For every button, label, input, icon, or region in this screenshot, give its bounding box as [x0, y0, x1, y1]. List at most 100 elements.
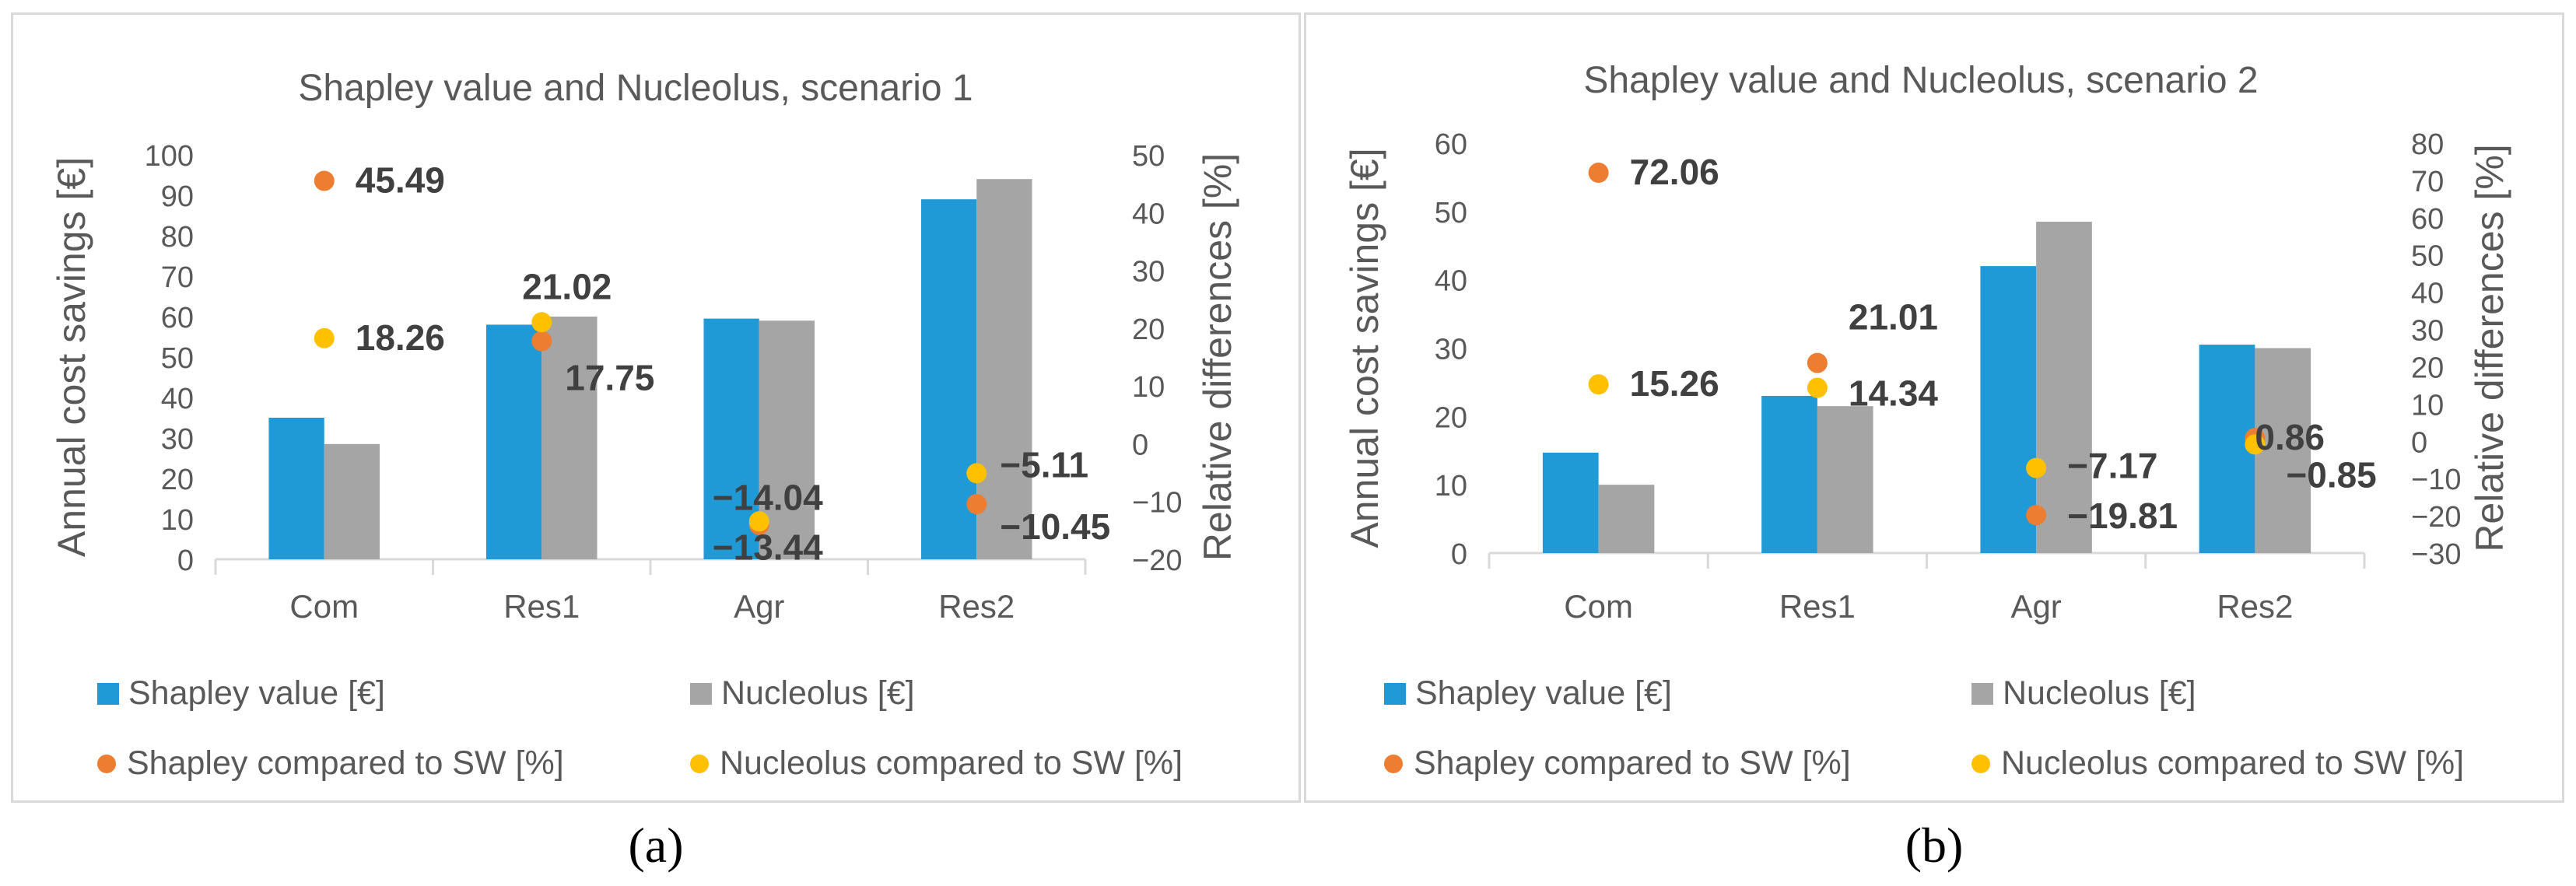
category-label: Res2	[2217, 588, 2293, 625]
dot-nucleolus-pct	[2026, 457, 2047, 478]
dot-nucleolus-pct	[1807, 377, 1828, 398]
data-label: 14.34	[1849, 373, 1939, 414]
y-tick-label: 100	[145, 140, 194, 173]
data-label: −5.11	[1000, 444, 1088, 485]
legend-label: Nucleolus [€]	[721, 674, 915, 712]
bar-shapley-value	[268, 418, 324, 559]
y2-tick-label: −20	[2411, 501, 2461, 534]
legend-label: Shapley compared to SW [%]	[127, 744, 564, 782]
legend-item-shapley-pct: Shapley compared to SW [%]	[1384, 744, 1851, 783]
panel-label-b: (b)	[1905, 818, 1964, 873]
dot-shapley-pct	[2026, 505, 2047, 526]
y2-tick-label: 50	[1132, 140, 1165, 173]
data-label: −7.17	[2067, 446, 2157, 486]
y2-tick-label: −20	[1132, 545, 1182, 577]
y2-tick-label: 0	[1132, 429, 1148, 461]
y2-axis-title: Relative differences [%]	[1196, 153, 1239, 561]
legend-item-nucleolus-pct: Nucleolus compared to SW [%]	[690, 744, 1183, 783]
bar-shapley-value	[920, 199, 977, 559]
dot-shapley-pct	[314, 170, 335, 191]
y2-tick-label: 30	[2411, 315, 2444, 348]
category-label: Com	[1564, 588, 1633, 625]
y2-tick-label: −30	[2411, 538, 2461, 571]
bar-nucleolus	[2036, 222, 2092, 553]
y-tick-label: 30	[1435, 334, 1467, 366]
data-label: −19.81	[2067, 496, 2178, 536]
data-label: 17.75	[565, 358, 654, 398]
bar-nucleolus	[324, 443, 380, 559]
category-label: Agr	[2010, 588, 2061, 625]
legend-item-shapley-pct: Shapley compared to SW [%]	[97, 744, 564, 783]
bar-shapley-value	[2199, 345, 2255, 553]
y-axis-title: Annual cost savings [€]	[50, 157, 93, 557]
legend-label: Shapley value [€]	[1415, 674, 1672, 712]
y-tick-label: 80	[161, 221, 194, 254]
y-tick-label: 70	[161, 261, 194, 294]
y-tick-label: 10	[161, 504, 194, 537]
legend-swatch-dot	[690, 754, 709, 773]
y2-tick-label: 50	[2411, 240, 2444, 273]
y-tick-label: 30	[161, 423, 194, 456]
category-label: Com	[289, 588, 359, 625]
y-tick-label: 90	[161, 180, 194, 213]
legend-label: Shapley compared to SW [%]	[1414, 744, 1851, 782]
bar-shapley-value	[485, 324, 542, 559]
chart-panel-a: Shapley value and Nucleolus, scenario 1 0…	[11, 12, 1301, 803]
dot-nucleolus-pct	[1588, 374, 1609, 395]
y-tick-label: 60	[161, 302, 194, 334]
chart-title: Shapley value and Nucleolus, scenario 2	[1583, 60, 2258, 101]
bar-nucleolus	[1817, 406, 1873, 553]
legend-item-nucleolus: Nucleolus [€]	[1971, 674, 2196, 713]
y-tick-label: 20	[1435, 401, 1467, 434]
category-label: Res1	[503, 588, 580, 625]
legend-swatch-square	[97, 682, 119, 705]
y-tick-label: 20	[161, 464, 194, 496]
y2-tick-label: 70	[2411, 166, 2444, 198]
legend-swatch-dot	[1384, 754, 1403, 773]
y2-tick-label: 20	[1132, 313, 1165, 346]
dot-nucleolus-pct	[314, 327, 335, 348]
dot-nucleolus-pct	[748, 511, 769, 532]
legend-item-nucleolus: Nucleolus [€]	[690, 674, 915, 713]
data-label: −10.45	[1000, 506, 1110, 547]
legend-label: Shapley value [€]	[128, 674, 385, 712]
y2-tick-label: 40	[1132, 198, 1165, 230]
legend-label: Nucleolus [€]	[2003, 674, 2196, 712]
dot-shapley-pct	[1807, 352, 1828, 373]
legend-swatch-square	[690, 682, 712, 705]
bar-nucleolus	[1598, 485, 1655, 553]
category-label: Res1	[1779, 588, 1856, 625]
chart-a-svg: Shapley value and Nucleolus, scenario 1 0…	[50, 68, 1239, 625]
y2-tick-label: 20	[2411, 352, 2444, 384]
category-label: Agr	[734, 588, 784, 625]
bar-nucleolus	[976, 179, 1032, 559]
legend-swatch-dot	[97, 754, 116, 773]
y-tick-label: 10	[1435, 470, 1467, 503]
dot-nucleolus-pct	[966, 463, 987, 484]
legend-label: Nucleolus compared to SW [%]	[2001, 744, 2465, 782]
data-label: −14.04	[713, 478, 823, 518]
panel-label-a: (a)	[628, 818, 684, 873]
data-label: 21.01	[1849, 297, 1938, 338]
dot-shapley-pct	[966, 494, 987, 515]
bar-shapley-value	[1542, 452, 1599, 553]
bar-nucleolus	[541, 317, 598, 559]
y-tick-label: 0	[1451, 538, 1467, 571]
dot-nucleolus-pct	[531, 312, 552, 333]
chart-title: Shapley value and Nucleolus, scenario 1	[298, 68, 973, 109]
y2-tick-label: 40	[2411, 278, 2444, 310]
dot-nucleolus-pct	[2245, 434, 2266, 455]
y2-tick-label: 10	[1132, 371, 1165, 404]
dot-shapley-pct	[531, 331, 552, 352]
data-label: 15.26	[1630, 363, 1719, 404]
bar-shapley-value	[1761, 395, 1817, 553]
bar-nucleolus	[2255, 348, 2311, 553]
legend-label: Nucleolus compared to SW [%]	[720, 744, 1183, 782]
y2-tick-label: 80	[2411, 128, 2444, 161]
y-tick-label: 50	[1435, 197, 1467, 229]
y2-tick-label: 0	[2411, 426, 2427, 459]
dot-shapley-pct	[1588, 163, 1609, 184]
y2-tick-label: −10	[1132, 487, 1182, 520]
legend-item-shapley-value: Shapley value [€]	[1384, 674, 1672, 713]
y-tick-label: 40	[161, 383, 194, 415]
